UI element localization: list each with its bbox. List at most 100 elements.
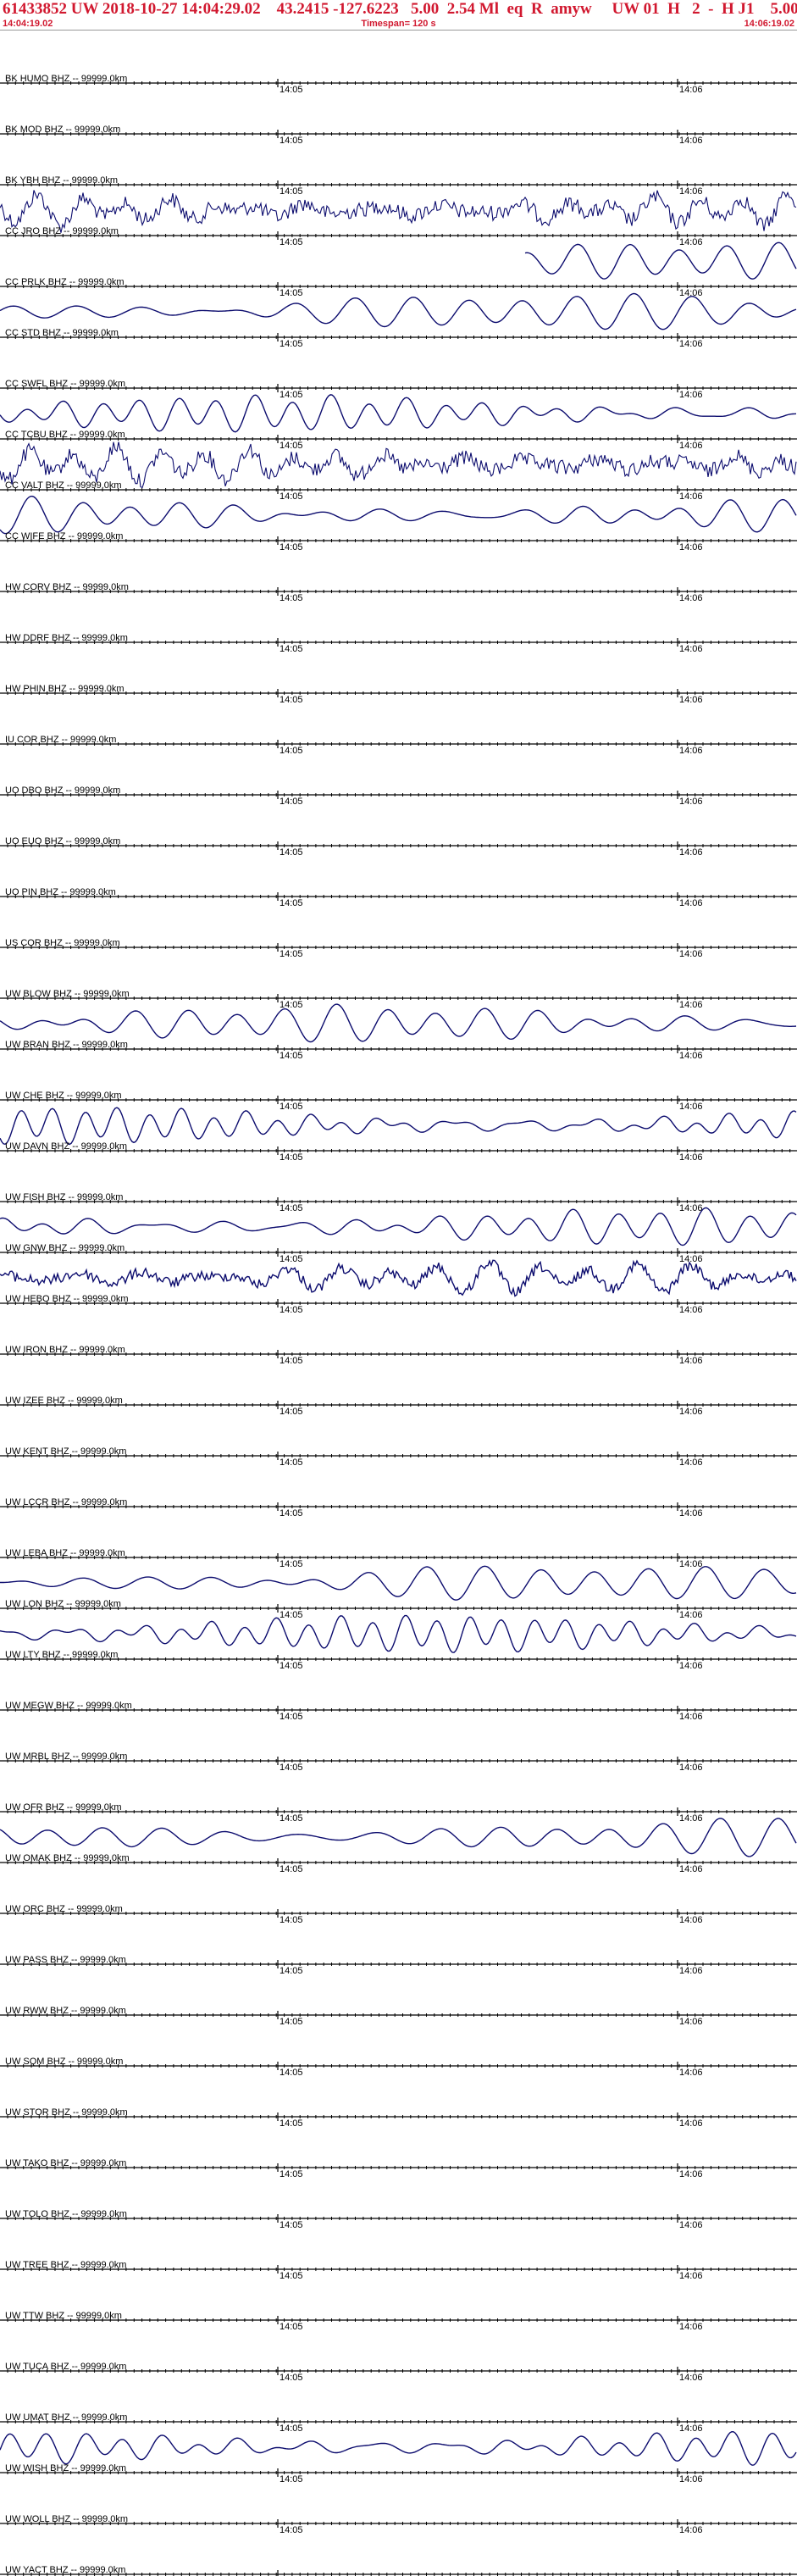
channel-label: UW SQM BHZ -- 99999.0km — [5, 2057, 123, 2067]
channel-label: UW IRON BHZ -- 99999.0km — [5, 1345, 125, 1355]
time-tick-label: 14:05 — [280, 2373, 303, 2383]
time-tick-label: 14:06 — [679, 2118, 703, 2129]
time-tick-label: 14:06 — [679, 542, 703, 552]
channel-label: UW LON BHZ -- 99999.0km — [5, 1599, 121, 1609]
channel-label: UW FISH BHZ -- 99999.0km — [5, 1192, 123, 1202]
time-tick-label: 14:05 — [280, 2017, 303, 2027]
waveform-trace — [0, 2430, 797, 2466]
minor-ticks — [7, 946, 791, 949]
time-tick-label: 14:06 — [679, 1051, 703, 1061]
minor-ticks — [7, 2064, 791, 2068]
time-tick-label: 14:05 — [280, 339, 303, 349]
minor-ticks — [7, 641, 791, 644]
time-tick-label: 14:06 — [679, 949, 703, 959]
minor-ticks — [7, 1149, 791, 1152]
minor-ticks — [7, 2471, 791, 2474]
waveform-trace — [0, 1259, 797, 1297]
time-tick-label: 14:05 — [280, 390, 303, 400]
waveform-trace — [0, 1614, 797, 1653]
time-tick-label: 14:05 — [280, 1610, 303, 1620]
minor-ticks — [7, 2420, 791, 2423]
channel-label: US COR BHZ -- 99999.0km — [5, 938, 120, 948]
time-tick-label: 14:06 — [679, 2271, 703, 2281]
channel-label: CC PRLK BHZ -- 99999.0km — [5, 277, 125, 287]
channel-label: CC JRO BHZ -- 99999.0km — [5, 226, 119, 236]
time-tick-label: 14:06 — [679, 2525, 703, 2535]
start-time: 14:04:19.02 — [3, 19, 53, 29]
channel-label: UO EUO BHZ -- 99999.0km — [5, 836, 120, 847]
time-tick-label: 14:06 — [679, 644, 703, 654]
minor-ticks — [7, 844, 791, 847]
minor-ticks — [7, 1912, 791, 1915]
time-tick-label: 14:05 — [280, 1712, 303, 1722]
channel-label: HW CORV BHZ -- 99999.0km — [5, 582, 129, 592]
time-tick-label: 14:05 — [280, 1254, 303, 1264]
channel-label: UW ORC BHZ -- 99999.0km — [5, 1904, 123, 1914]
time-tick-label: 14:05 — [280, 949, 303, 959]
time-tick-label: 14:06 — [679, 85, 703, 95]
channel-label: UW OMAK BHZ -- 99999.0km — [5, 1853, 130, 1863]
time-tick-label: 14:05 — [280, 746, 303, 756]
channel-label: UO PIN BHZ -- 99999.0km — [5, 887, 116, 897]
minor-ticks — [7, 2217, 791, 2220]
time-tick-label: 14:05 — [280, 1407, 303, 1417]
time-tick-label: 14:06 — [679, 1508, 703, 1518]
minor-ticks — [7, 895, 791, 898]
time-tick-label: 14:05 — [280, 1457, 303, 1468]
time-tick-label: 14:05 — [280, 237, 303, 247]
minor-ticks — [7, 1047, 791, 1051]
time-tick-label: 14:06 — [679, 1610, 703, 1620]
time-tick-label: 14:06 — [679, 1966, 703, 1976]
channel-label: UW TUCA BHZ -- 99999.0km — [5, 2362, 126, 2372]
channel-label: UW TREE BHZ -- 99999.0km — [5, 2260, 126, 2270]
time-tick-label: 14:05 — [280, 1864, 303, 1874]
time-tick-label: 14:05 — [280, 2525, 303, 2535]
time-tick-label: 14:06 — [679, 797, 703, 807]
minor-ticks — [7, 336, 791, 339]
time-tick-label: 14:05 — [280, 1051, 303, 1061]
minor-ticks — [7, 1403, 791, 1407]
channel-label: UO DBO BHZ -- 99999.0km — [5, 786, 120, 796]
waveform-trace — [524, 242, 797, 280]
time-tick-label: 14:06 — [679, 2169, 703, 2179]
channel-label: UW WISH BHZ -- 99999.0km — [5, 2463, 126, 2473]
time-tick-label: 14:05 — [280, 2169, 303, 2179]
time-tick-label: 14:05 — [280, 2474, 303, 2484]
channel-label: UW STOR BHZ -- 99999.0km — [5, 2107, 128, 2118]
time-tick-label: 14:06 — [679, 1457, 703, 1468]
time-tick-label: 14:06 — [679, 2017, 703, 2027]
minor-ticks — [7, 793, 791, 797]
time-tick-label: 14:05 — [280, 695, 303, 705]
channel-label: IU COR BHZ -- 99999.0km — [5, 735, 116, 745]
minor-ticks — [7, 2369, 791, 2373]
channel-label: UW HEBO BHZ -- 99999.0km — [5, 1294, 128, 1304]
channel-label: UW MEGW BHZ -- 99999.0km — [5, 1701, 132, 1711]
minor-ticks — [7, 2522, 791, 2525]
time-tick-label: 14:06 — [679, 1203, 703, 1213]
time-tick-label: 14:05 — [280, 593, 303, 603]
time-tick-label: 14:05 — [280, 847, 303, 858]
minor-ticks — [7, 285, 791, 288]
seismogram-panel: 14:05 14:06 BK HUMO BHZ -- 99999.0km 14:05 1… — [0, 74, 797, 2576]
time-tick-label: 14:05 — [280, 1661, 303, 1671]
time-tick-label: 14:06 — [679, 1305, 703, 1315]
timespan-label: Timespan= 120 s — [361, 19, 436, 29]
minor-ticks — [7, 1657, 791, 1661]
time-tick-label: 14:05 — [280, 491, 303, 502]
time-tick-label: 14:05 — [280, 1763, 303, 1773]
channel-label: UW LEBA BHZ -- 99999.0km — [5, 1548, 125, 1558]
time-tick-label: 14:06 — [679, 186, 703, 197]
channel-label: UW CHE BHZ -- 99999.0km — [5, 1091, 122, 1101]
time-tick-label: 14:06 — [679, 2322, 703, 2332]
minor-ticks — [7, 1861, 791, 1864]
time-tick-label: 14:06 — [679, 1000, 703, 1010]
time-tick-label: 14:05 — [280, 1102, 303, 1112]
time-tick-label: 14:05 — [280, 186, 303, 197]
minor-ticks — [7, 2115, 791, 2118]
minor-ticks — [7, 1556, 791, 1559]
channel-label: CC VALT BHZ -- 99999.0km — [5, 480, 122, 491]
time-tick-label: 14:05 — [280, 797, 303, 807]
channel-label: HW PHIN BHZ -- 99999.0km — [5, 684, 125, 694]
time-tick-label: 14:05 — [280, 898, 303, 908]
channel-label: BK YBH BHZ -- 99999.0km — [5, 175, 118, 186]
